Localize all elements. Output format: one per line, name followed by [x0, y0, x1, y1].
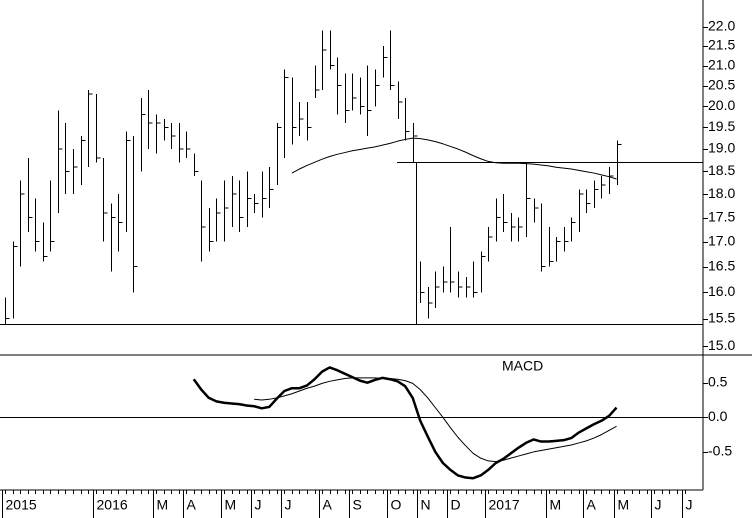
y-tick-label: 17.0 — [708, 232, 735, 248]
x-tick-label: M — [550, 497, 562, 513]
x-tick-label: A — [587, 497, 597, 513]
moving-average — [291, 137, 617, 180]
macd-line — [192, 366, 618, 480]
y-tick-label: 17.5 — [708, 208, 735, 224]
y-tick-label: 20.0 — [708, 97, 735, 113]
y-tick-label: 21.5 — [708, 37, 735, 53]
x-tick-label: M — [225, 497, 237, 513]
x-tick-label: J — [686, 497, 693, 513]
y-tick-label: 20.5 — [708, 76, 735, 92]
x-tick-label: O — [391, 497, 402, 513]
y-tick-label: 22.0 — [708, 18, 735, 34]
macd-label: MACD — [502, 358, 543, 374]
x-tick-label: S — [353, 497, 362, 513]
y-tick-label: 19.0 — [708, 140, 735, 156]
y-tick-label: 16.5 — [708, 257, 735, 273]
x-tick-label: N — [421, 497, 431, 513]
y-tick-label: 16.0 — [708, 283, 735, 299]
x-tick-label: J — [285, 497, 292, 513]
x-tick-label: A — [187, 497, 197, 513]
x-tick-label: M — [157, 497, 169, 513]
x-tick-label: 2016 — [97, 497, 128, 513]
x-tick-label: D — [451, 497, 461, 513]
x-tick-label: J — [255, 497, 262, 513]
y-tick-label: 0.0 — [708, 408, 728, 424]
y-tick-label: 19.5 — [708, 118, 735, 134]
x-tick-label: J — [655, 497, 662, 513]
x-tick-label: 2015 — [6, 497, 37, 513]
y-tick-label: 18.5 — [708, 162, 735, 178]
y-tick-label: 0.5 — [708, 373, 728, 389]
x-tick-label: 2017 — [489, 497, 520, 513]
signal-line — [254, 377, 617, 463]
y-tick-label: 21.0 — [708, 56, 735, 72]
y-tick-label: -0.5 — [708, 443, 732, 459]
y-tick-label: 15.0 — [708, 337, 735, 353]
y-tick-label: 18.0 — [708, 185, 735, 201]
x-tick-label: M — [618, 497, 630, 513]
x-tick-label: A — [323, 497, 333, 513]
y-tick-label: 15.5 — [708, 309, 735, 325]
